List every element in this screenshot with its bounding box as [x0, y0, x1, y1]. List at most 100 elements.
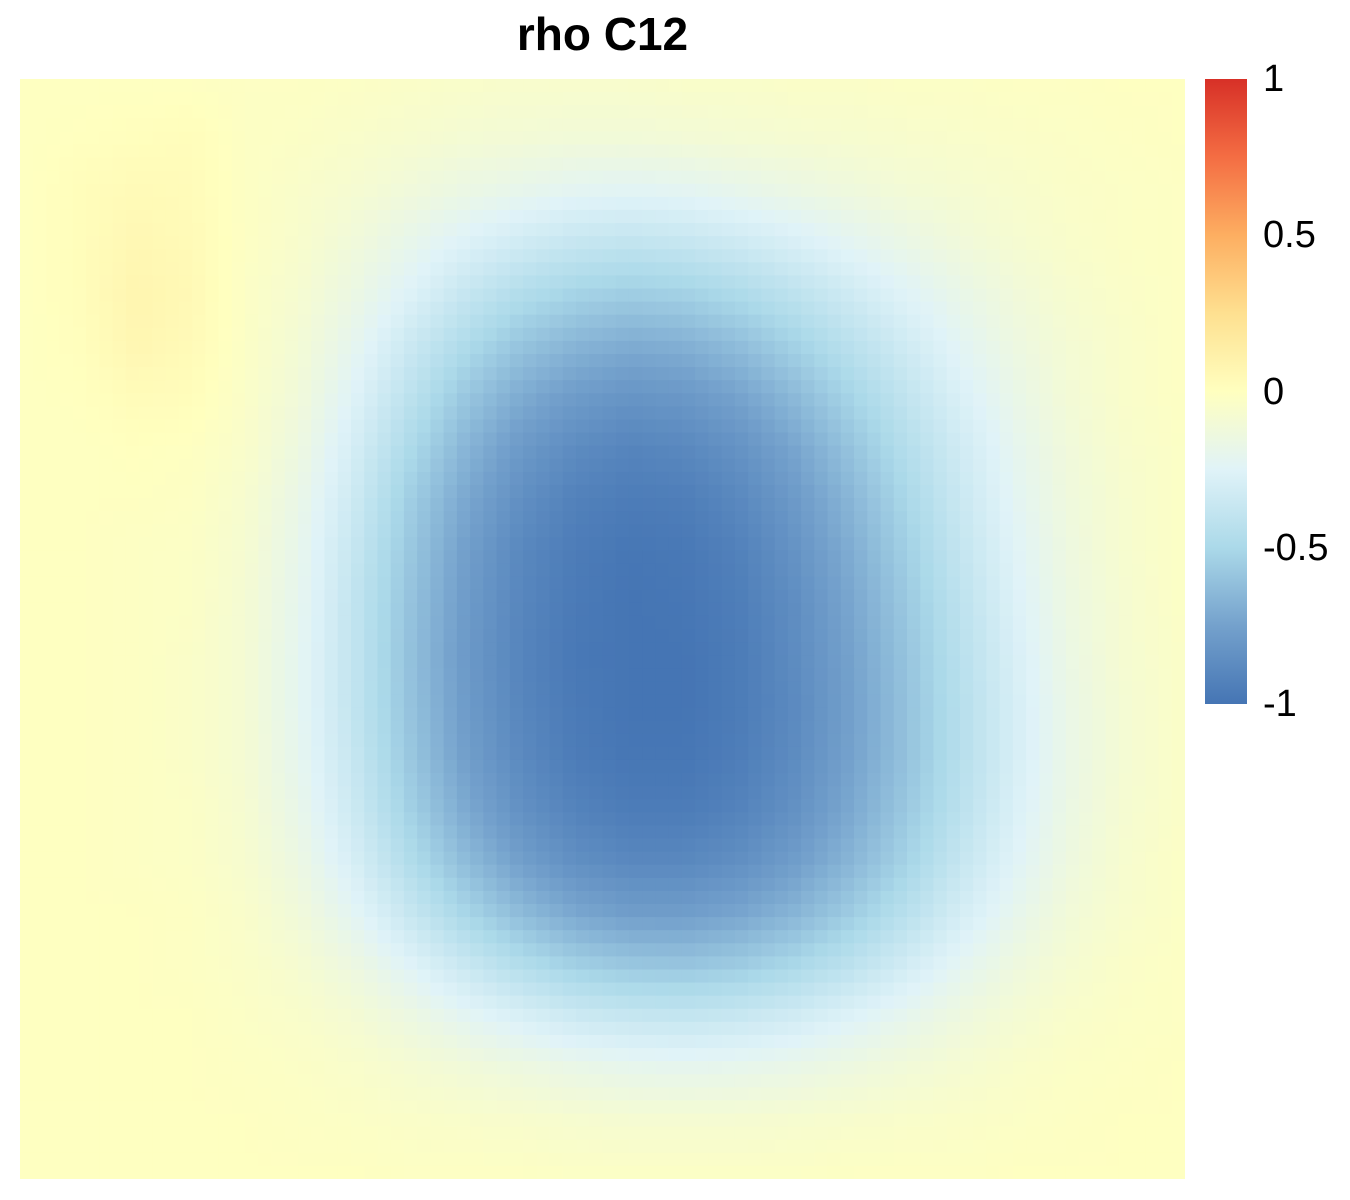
heatmap-cell	[787, 105, 802, 119]
heatmap-cell	[205, 209, 220, 224]
heatmap-cell	[443, 642, 458, 656]
heatmap-cell	[311, 79, 326, 93]
heatmap-cell	[827, 602, 842, 617]
heatmap-cell	[1105, 79, 1120, 93]
heatmap-cell	[906, 589, 921, 604]
heatmap-cell	[959, 131, 974, 146]
heatmap-cell	[298, 262, 312, 277]
heatmap-cell	[523, 773, 537, 787]
heatmap-cell	[33, 445, 48, 460]
heatmap-cell	[364, 733, 379, 748]
heatmap-cell	[430, 524, 445, 538]
heatmap-cell	[814, 183, 829, 198]
heatmap-cell	[284, 288, 299, 303]
heatmap-cell	[258, 668, 273, 682]
heatmap-cell	[205, 445, 220, 460]
heatmap-cell	[99, 183, 114, 198]
heatmap-cell	[483, 524, 498, 538]
heatmap-cell	[840, 367, 855, 381]
heatmap-cell	[734, 589, 749, 604]
heatmap-cell	[642, 380, 657, 394]
heatmap-cell	[628, 223, 643, 237]
heatmap-cell	[417, 301, 431, 316]
heatmap-cell	[403, 419, 418, 434]
heatmap-cell	[668, 314, 683, 329]
heatmap-cell	[854, 589, 868, 604]
heatmap-cell	[1158, 301, 1173, 316]
heatmap-cell	[801, 209, 815, 224]
heatmap-cell	[125, 511, 140, 525]
heatmap-cell	[178, 275, 193, 290]
heatmap-cell	[986, 196, 1001, 211]
heatmap-cell	[655, 275, 670, 290]
heatmap-cell	[523, 537, 537, 552]
heatmap-cell	[549, 524, 564, 538]
heatmap-cell	[125, 157, 140, 172]
heatmap-cell	[377, 406, 392, 421]
heatmap-cell	[350, 602, 365, 617]
heatmap-cell	[430, 498, 445, 512]
heatmap-cell	[801, 92, 815, 106]
heatmap-cell	[152, 733, 167, 748]
heatmap-cell	[324, 733, 339, 748]
heatmap-cell	[1026, 340, 1040, 355]
heatmap-cell	[496, 170, 511, 185]
heatmap-cell	[46, 589, 61, 604]
heatmap-cell	[946, 236, 961, 250]
heatmap-cell	[205, 79, 220, 93]
heatmap-cell	[377, 602, 392, 617]
heatmap-cell	[615, 786, 630, 800]
heatmap-cell	[1092, 79, 1107, 93]
heatmap-cell	[1171, 707, 1185, 722]
heatmap-cell	[1092, 668, 1107, 682]
heatmap-cell	[496, 799, 511, 813]
heatmap-cell	[470, 694, 484, 709]
heatmap-cell	[284, 445, 299, 460]
heatmap-cell	[152, 196, 167, 211]
heatmap-cell	[1158, 720, 1173, 735]
heatmap-cell	[628, 144, 643, 159]
heatmap-cell	[602, 746, 617, 761]
heatmap-cell	[854, 629, 868, 643]
heatmap-cell	[523, 262, 537, 277]
heatmap-cell	[628, 170, 643, 185]
heatmap-cell	[1118, 301, 1133, 316]
heatmap-cell	[1052, 563, 1067, 578]
heatmap-cell	[867, 484, 882, 499]
heatmap-cell	[695, 301, 710, 316]
heatmap-cell	[787, 563, 802, 578]
heatmap-cell	[1158, 196, 1173, 211]
heatmap-cell	[192, 170, 206, 185]
heatmap-cell	[337, 223, 352, 237]
heatmap-cell	[748, 773, 762, 787]
heatmap-cell	[139, 484, 153, 499]
heatmap-cell	[324, 707, 339, 722]
heatmap-cell	[298, 576, 312, 591]
heatmap-cell	[59, 576, 74, 591]
heatmap-cell	[986, 484, 1001, 499]
heatmap-cell	[139, 406, 153, 421]
heatmap-cell	[628, 786, 643, 800]
heatmap-cell	[1132, 563, 1146, 578]
heatmap-cell	[906, 537, 921, 552]
heatmap-cell	[192, 354, 206, 368]
heatmap-cell	[152, 327, 167, 342]
heatmap-cell	[245, 380, 259, 394]
heatmap-cell	[112, 799, 127, 813]
heatmap-cell	[523, 432, 537, 447]
heatmap-cell	[576, 537, 590, 552]
heatmap-cell	[72, 707, 87, 722]
heatmap-cell	[827, 105, 842, 119]
heatmap-cell	[311, 786, 326, 800]
heatmap-cell	[192, 720, 206, 735]
heatmap-cell	[1171, 131, 1185, 146]
heatmap-cell	[1012, 354, 1027, 368]
heatmap-cell	[774, 380, 789, 394]
heatmap-cell	[258, 733, 273, 748]
heatmap-cell	[496, 668, 511, 682]
heatmap-cell	[205, 406, 220, 421]
heatmap-cell	[364, 445, 379, 460]
heatmap-cell	[417, 118, 431, 132]
heatmap-cell	[695, 419, 710, 434]
heatmap-cell	[523, 327, 537, 342]
